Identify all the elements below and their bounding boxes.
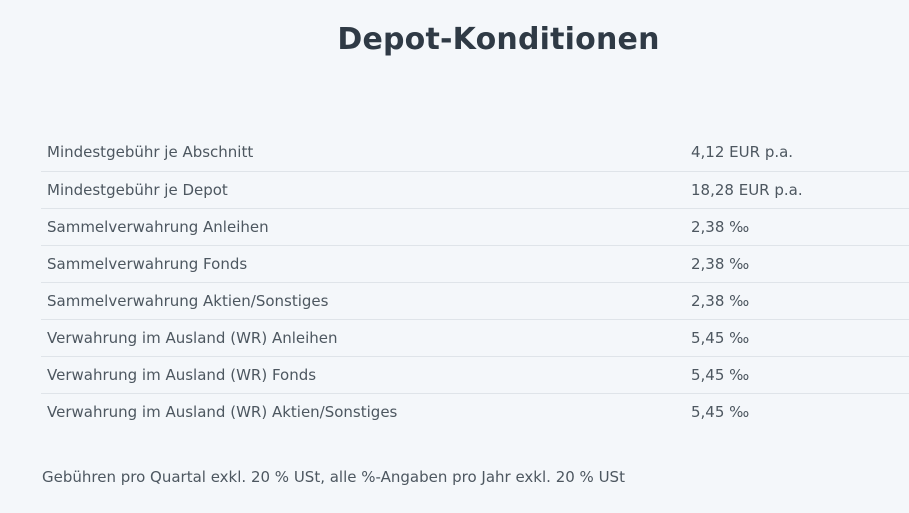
- condition-label: Sammelverwahrung Fonds: [41, 244, 691, 282]
- footnote: Gebühren pro Quartal exkl. 20 % USt, all…: [42, 468, 625, 486]
- condition-value: 2,38 ‰: [691, 281, 909, 319]
- table-row: Mindestgebühr je Abschnitt 4,12 EUR p.a.: [41, 134, 909, 171]
- condition-label: Verwahrung im Ausland (WR) Fonds: [41, 355, 691, 393]
- condition-value: 5,45 ‰: [691, 318, 909, 356]
- condition-label: Verwahrung im Ausland (WR) Anleihen: [41, 318, 691, 356]
- condition-label: Verwahrung im Ausland (WR) Aktien/Sonsti…: [41, 392, 691, 430]
- condition-label: Mindestgebühr je Abschnitt: [47, 143, 254, 162]
- table-row: Sammelverwahrung Anleihen 2,38 ‰: [41, 207, 909, 245]
- condition-value: 2,38 ‰: [691, 244, 909, 282]
- condition-value: 4,12 EUR p.a.: [691, 143, 794, 162]
- condition-value: 2,38 ‰: [691, 207, 909, 245]
- condition-value: 18,28 EUR p.a.: [691, 170, 909, 208]
- condition-label: Mindestgebühr je Depot: [41, 170, 691, 208]
- condition-label: Sammelverwahrung Aktien/Sonstiges: [41, 281, 691, 319]
- table-row: Verwahrung im Ausland (WR) Aktien/Sonsti…: [41, 392, 909, 430]
- table-row: Verwahrung im Ausland (WR) Anleihen 5,45…: [41, 318, 909, 356]
- table-row: Sammelverwahrung Fonds 2,38 ‰: [41, 244, 909, 282]
- condition-value: 5,45 ‰: [691, 392, 909, 430]
- conditions-table: Mindestgebühr je Abschnitt 4,12 EUR p.a.…: [41, 134, 909, 430]
- condition-label: Sammelverwahrung Anleihen: [41, 207, 691, 245]
- table-row: Mindestgebühr je Depot 18,28 EUR p.a.: [41, 170, 909, 208]
- page-title: Depot-Konditionen: [337, 22, 660, 57]
- table-row: Sammelverwahrung Aktien/Sonstiges 2,38 ‰: [41, 281, 909, 319]
- table-row: Verwahrung im Ausland (WR) Fonds 5,45 ‰: [41, 355, 909, 393]
- condition-value: 5,45 ‰: [691, 355, 909, 393]
